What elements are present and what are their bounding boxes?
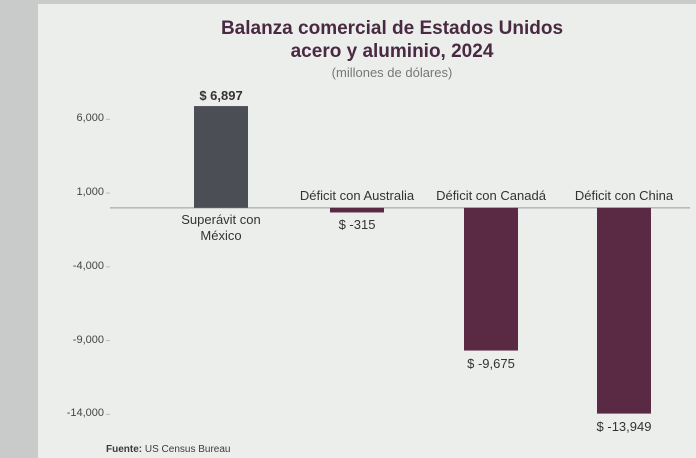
category-label: Déficit con China	[574, 187, 674, 203]
category-label: Superávit con México	[181, 211, 261, 243]
bar	[330, 207, 384, 213]
y-tick-label: 1,000	[76, 186, 104, 199]
source-text: US Census Bureau	[144, 444, 231, 455]
screen	[38, 4, 696, 458]
value-label: $ -9,675	[467, 355, 515, 371]
category-label: Déficit con Australia	[299, 187, 415, 203]
bar	[597, 207, 651, 414]
category-label: Déficit con Canadá	[436, 187, 546, 203]
value-label: $ 6,897	[199, 88, 243, 104]
y-tick-label: -4,000	[72, 259, 104, 272]
source: Fuente: US Census Bureau	[106, 444, 231, 455]
bar	[464, 207, 518, 351]
value-label: $ -13,949	[596, 418, 652, 434]
y-tick-label: -9,000	[72, 333, 104, 346]
y-tick-label: -14,000	[66, 407, 104, 420]
chart-title: Balanza comercial de Estados Unidos	[220, 18, 564, 39]
bar	[194, 106, 248, 208]
source-label: Fuente:	[106, 444, 143, 455]
chart-title: acero y aluminio, 2024	[290, 41, 494, 62]
value-label: $ -315	[338, 217, 376, 233]
y-tick-label: 6,000	[76, 112, 104, 125]
chart-subtitle: (millones de dólares)	[331, 65, 453, 80]
